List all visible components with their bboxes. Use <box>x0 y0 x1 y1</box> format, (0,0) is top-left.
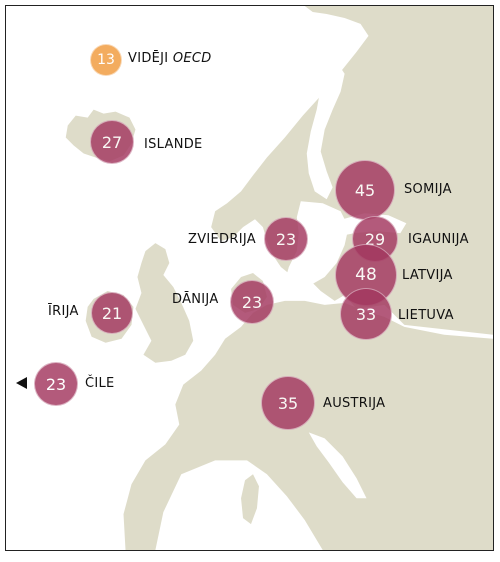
corsica-sardinia-landmass <box>241 474 259 525</box>
irija-label: ĪRIJA <box>48 304 79 319</box>
danija-label: DĀNIJA <box>172 292 219 307</box>
austrija-label: AUSTRIJA <box>323 396 386 411</box>
irija-bubble: 21 <box>91 292 133 334</box>
igaunija-label: IGAUNIJA <box>408 232 469 247</box>
somija-bubble: 45 <box>335 160 395 220</box>
islande-bubble: 27 <box>90 120 134 164</box>
somija-label: SOMIJA <box>404 182 452 197</box>
oecd-average-bubble: 13 <box>90 44 122 76</box>
oecd-average-value: 13 <box>97 52 115 68</box>
zviedrija-label: ZVIEDRIJA <box>188 232 256 247</box>
lietuva-bubble: 33 <box>340 288 392 340</box>
cile-label: ČILE <box>85 376 115 391</box>
mediterranean-sea <box>155 460 323 550</box>
latvija-label: LATVIJA <box>402 268 453 283</box>
adriatic-sea <box>308 432 367 499</box>
danija-bubble: 23 <box>230 280 274 324</box>
great-britain-landmass <box>135 243 194 363</box>
italy-landmass <box>268 416 361 517</box>
map-frame: 13 VIDĒJI OECD 27 ISLANDE 45 SOMIJA 23 Z… <box>5 5 494 551</box>
lietuva-label: LIETUVA <box>398 308 454 323</box>
austrija-bubble: 35 <box>261 376 315 430</box>
cile-bubble: 23 <box>34 362 78 406</box>
islande-label: ISLANDE <box>144 137 203 152</box>
offmap-arrow-icon <box>16 377 27 389</box>
gulf-of-bothnia <box>306 61 345 200</box>
zviedrija-bubble: 23 <box>264 217 308 261</box>
oecd-average-label: VIDĒJI OECD <box>128 51 212 66</box>
